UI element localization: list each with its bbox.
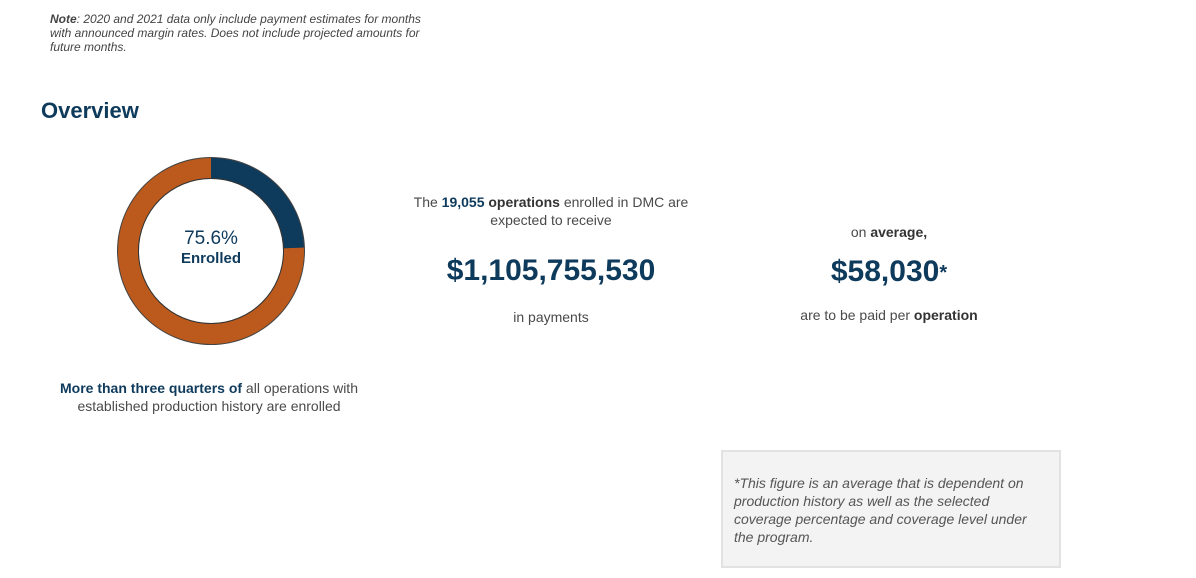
payments-intro-suffix: enrolled in DMC are expected to receive	[490, 194, 689, 228]
enrollment-donut-svg	[117, 157, 305, 345]
data-note: Note: 2020 and 2021 data only include pa…	[50, 12, 440, 54]
overview-title: Overview	[41, 98, 139, 123]
enrollment-caption: More than three quarters of all operatio…	[56, 379, 362, 425]
enrollment-caption-highlight: More than three quarters of	[60, 380, 243, 396]
average-payment-amount: $58,030*	[764, 254, 1014, 291]
average-intro-prefix: on	[850, 224, 871, 240]
enrolled-percent: 75.6%	[184, 228, 238, 249]
enrolled-label: Enrolled	[180, 250, 241, 267]
average-intro-bold: average,	[870, 224, 928, 240]
operations-word: operations	[484, 194, 560, 210]
donut-hole	[139, 179, 283, 323]
payments-intro: The 19,055 operations enrolled in DMC ar…	[396, 193, 706, 229]
average-footer-prefix: are to be paid per	[800, 307, 914, 323]
donut-center-label: 75.6% Enrolled	[116, 228, 306, 268]
donut-not-enrolled-segment	[211, 158, 304, 249]
enrollment-caption-text: all operations with established producti…	[77, 380, 358, 414]
average-payment-block: on average, $58,030* are to be paid per …	[764, 224, 1014, 323]
total-payments-block: The 19,055 operations enrolled in DMC ar…	[396, 193, 706, 325]
enrollment-donut-chart: 75.6% Enrolled	[116, 156, 306, 346]
note-label: Note	[50, 12, 77, 26]
payments-footer: in payments	[513, 309, 589, 325]
average-asterisk: *	[939, 262, 948, 284]
average-amount-value: $58,030	[830, 255, 940, 288]
average-footer-bold: operation	[913, 307, 978, 323]
note-text: : 2020 and 2021 data only include paymen…	[50, 12, 421, 54]
average-intro: on average,	[764, 224, 1014, 240]
total-payment-amount: $1,105,755,530	[446, 254, 656, 287]
payments-intro-prefix: The	[413, 194, 442, 210]
operations-count: 19,055	[441, 194, 485, 210]
average-footer: are to be paid per operation	[764, 307, 1014, 323]
average-footnote-box: *This figure is an average that is depen…	[721, 450, 1061, 568]
